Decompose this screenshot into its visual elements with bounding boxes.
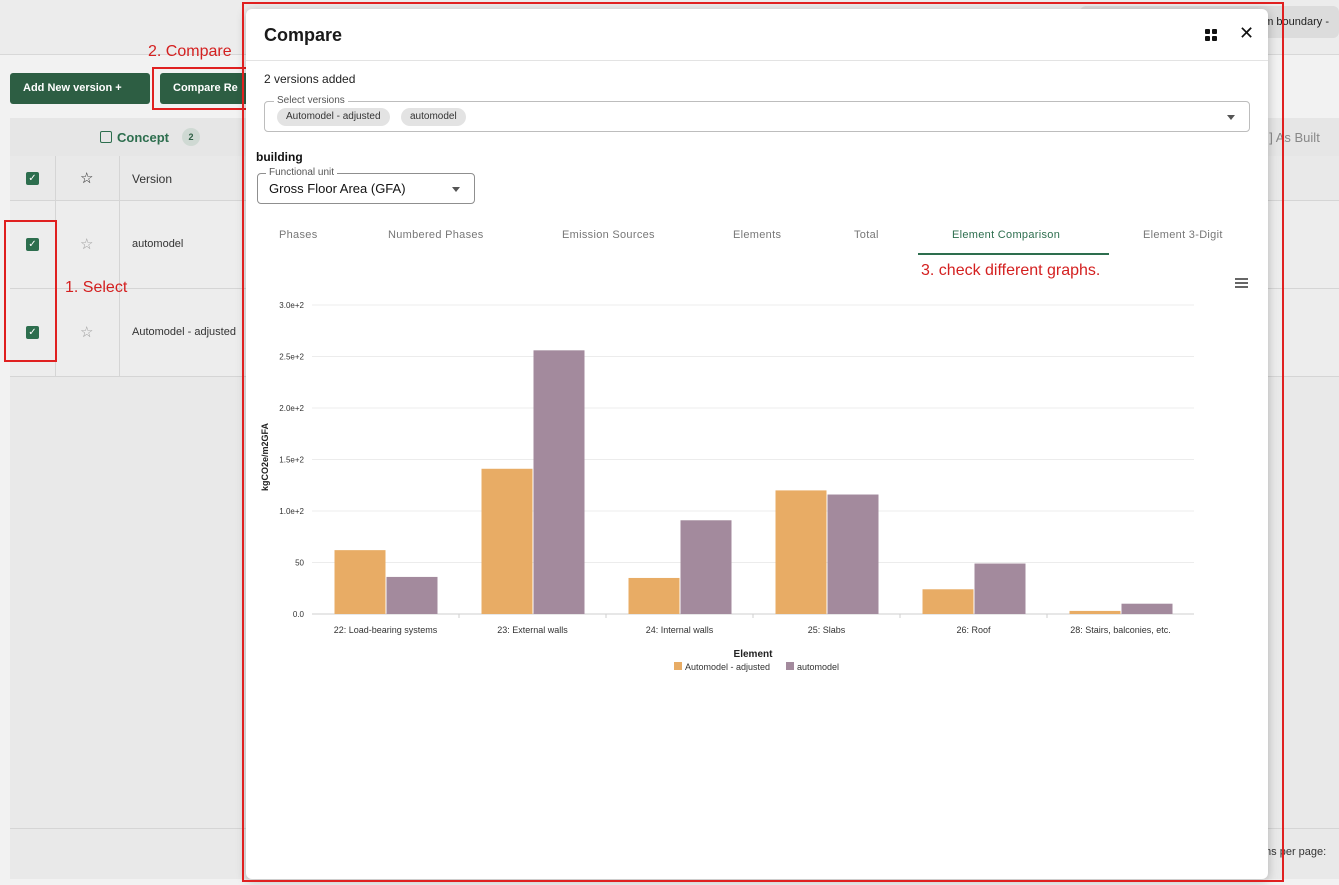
star-header-icon: ☆ [80,170,94,187]
select-versions-label: Select versions [274,95,348,106]
version-cell: Automodel - adjusted [132,326,236,338]
annotation-step1: 1. Select [65,279,128,296]
annotation-box-select [4,220,57,362]
section-title: building [256,150,303,164]
tab-total[interactable]: Total [854,229,879,241]
items-per-page-label: ms per page: [1262,846,1327,858]
annotation-box-compare [152,67,248,110]
version-chip[interactable]: Automodel - adjusted [277,108,390,126]
star-icon[interactable]: ☆ [80,324,94,341]
x-tick-label: 25: Slabs [808,625,846,635]
functional-unit-select[interactable]: Functional unit Gross Floor Area (GFA) [257,167,475,204]
x-tick-label: 24: Internal walls [646,625,714,635]
functional-unit-value: Gross Floor Area (GFA) [269,181,406,196]
y-tick-label: 2.0e+2 [279,404,304,413]
tab-element-3-digit[interactable]: Element 3-Digit [1143,229,1223,241]
bar [1069,610,1121,614]
star-icon[interactable]: ☆ [80,236,94,253]
tab-as-built[interactable]: [ ] As Built [1262,130,1320,145]
chart-menu-icon[interactable] [1235,278,1248,290]
legend-label: automodel [797,662,839,672]
annotation-box-modal [242,2,1284,882]
dropdown-arrow-icon[interactable] [452,187,460,192]
element-comparison-chart: kgCO2e/m2GFA Element 0.0 50 1.0e+2 1.5e+2 2.… [260,301,1194,672]
concept-count-badge: 2 [182,128,200,146]
x-tick-label: 28: Stairs, balconies, etc. [1070,625,1171,635]
header-divider [246,60,1268,61]
bar [334,550,386,614]
bar [775,490,827,614]
y-tick-label: 50 [295,559,304,568]
bar [386,576,438,614]
layout-icon[interactable] [1205,29,1217,41]
legend-label: Automodel - adjusted [685,662,770,672]
tab-emission-sources[interactable]: Emission Sources [562,229,655,241]
bar [974,563,1026,614]
y-tick-label: 2.5e+2 [279,353,304,362]
bar [827,494,879,614]
annotation-step3: 3. check different graphs. [921,262,1101,279]
x-tick-label: 26: Roof [956,625,991,635]
legend-swatch [674,662,682,670]
bar [1121,603,1173,614]
y-tick-label: 3.0e+2 [279,301,304,310]
add-new-version-button[interactable]: Add New version + [10,73,150,104]
compare-dialog: Compare ✕ 2 versions added Select versio… [246,9,1268,879]
bar [922,589,974,614]
bar [680,520,732,614]
version-chip[interactable]: automodel [401,108,466,126]
y-axis-title: kgCO2e/m2GFA [260,422,270,491]
x-axis-title: Element [734,649,774,660]
legend-swatch [786,662,794,670]
column-divider [119,156,120,376]
version-column-header[interactable]: Version [132,172,173,186]
bar [628,577,680,614]
select-all-checkbox[interactable]: ✓ [26,172,39,185]
tab-concept-label: Concept [117,129,169,145]
x-tick-label: 22: Load-bearing systems [334,625,438,635]
compare-button[interactable]: Compare Re [160,73,250,104]
tab-numbered-phases[interactable]: Numbered Phases [388,229,484,241]
annotation-step2: 2. Compare [148,43,232,60]
functional-unit-label: Functional unit [266,167,338,178]
y-tick-label: 1.0e+2 [279,507,304,516]
version-cell: automodel [132,238,184,250]
dropdown-arrow-icon[interactable] [1227,115,1235,120]
tab-element-comparison[interactable]: Element Comparison [952,229,1061,241]
select-versions-field[interactable]: Select versions Automodel - adjusted aut… [264,95,1250,132]
row-checkbox[interactable]: ✓ [26,326,39,339]
tab-elements[interactable]: Elements [733,229,782,241]
table-icon [100,131,112,143]
x-tick-label: 23: External walls [497,625,568,635]
versions-added-text: 2 versions added [264,72,356,86]
y-tick-label: 1.5e+2 [279,456,304,465]
bar [533,350,585,614]
y-tick-label: 0.0 [293,610,305,619]
tab-phases[interactable]: Phases [279,229,318,241]
active-tab-indicator [918,253,1109,255]
bar [481,468,533,614]
row-checkbox[interactable]: ✓ [26,238,39,251]
dialog-title: Compare [264,25,343,45]
tab-concept[interactable]: Concept 2 [100,128,200,146]
